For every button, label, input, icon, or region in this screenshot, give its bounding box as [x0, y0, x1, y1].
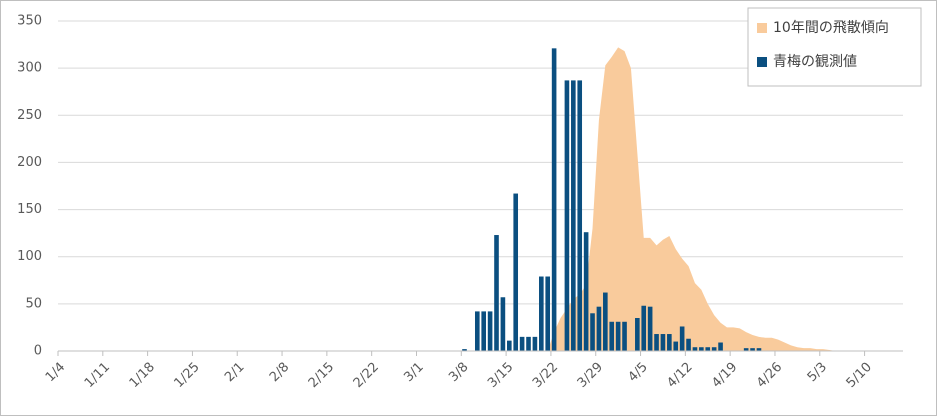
bar — [609, 321, 615, 351]
bar — [590, 313, 595, 351]
y-tick-label: 50 — [25, 296, 42, 311]
bar — [686, 338, 691, 351]
bar — [494, 235, 499, 351]
bar — [481, 311, 487, 351]
bar — [564, 80, 570, 352]
bar — [718, 342, 723, 351]
bar — [539, 276, 544, 351]
y-tick-label: 0 — [34, 344, 42, 359]
bar — [660, 334, 666, 351]
bar — [532, 336, 538, 351]
bar — [571, 80, 576, 352]
bar — [596, 306, 602, 351]
area — [547, 47, 836, 352]
bar — [603, 292, 608, 351]
bar — [641, 305, 647, 351]
y-tick-label: 200 — [17, 155, 42, 170]
bar — [507, 340, 512, 351]
y-tick-label: 250 — [17, 108, 42, 123]
y-tick-label: 300 — [17, 61, 42, 76]
bar — [577, 80, 583, 352]
bar — [692, 347, 698, 351]
bar — [647, 306, 653, 351]
bar — [519, 336, 525, 351]
bar — [487, 311, 493, 351]
bar — [743, 348, 749, 351]
bar — [462, 349, 467, 351]
bar — [667, 334, 672, 351]
legend-box — [747, 7, 922, 87]
bar — [673, 341, 679, 351]
bar — [526, 336, 531, 351]
legend-label: 10年間の飛散傾向 — [773, 20, 889, 36]
bar — [474, 311, 480, 351]
bar — [622, 321, 627, 351]
bar — [500, 297, 506, 351]
bar — [711, 347, 717, 351]
bar — [699, 347, 704, 351]
y-tick-label: 350 — [17, 14, 42, 29]
bar — [705, 347, 711, 351]
bar — [635, 318, 640, 351]
bar — [679, 326, 685, 351]
legend-label: 青梅の観測値 — [773, 53, 857, 70]
bar — [615, 321, 621, 351]
bar — [654, 334, 659, 351]
bar — [545, 276, 551, 351]
bar — [551, 48, 557, 351]
legend-swatch — [757, 23, 767, 33]
bar — [750, 348, 755, 351]
y-tick-label: 150 — [17, 202, 42, 217]
legend-swatch — [757, 57, 767, 67]
bar — [756, 348, 762, 351]
y-tick-label: 100 — [17, 249, 42, 264]
bar — [583, 232, 589, 351]
bar — [513, 193, 519, 351]
